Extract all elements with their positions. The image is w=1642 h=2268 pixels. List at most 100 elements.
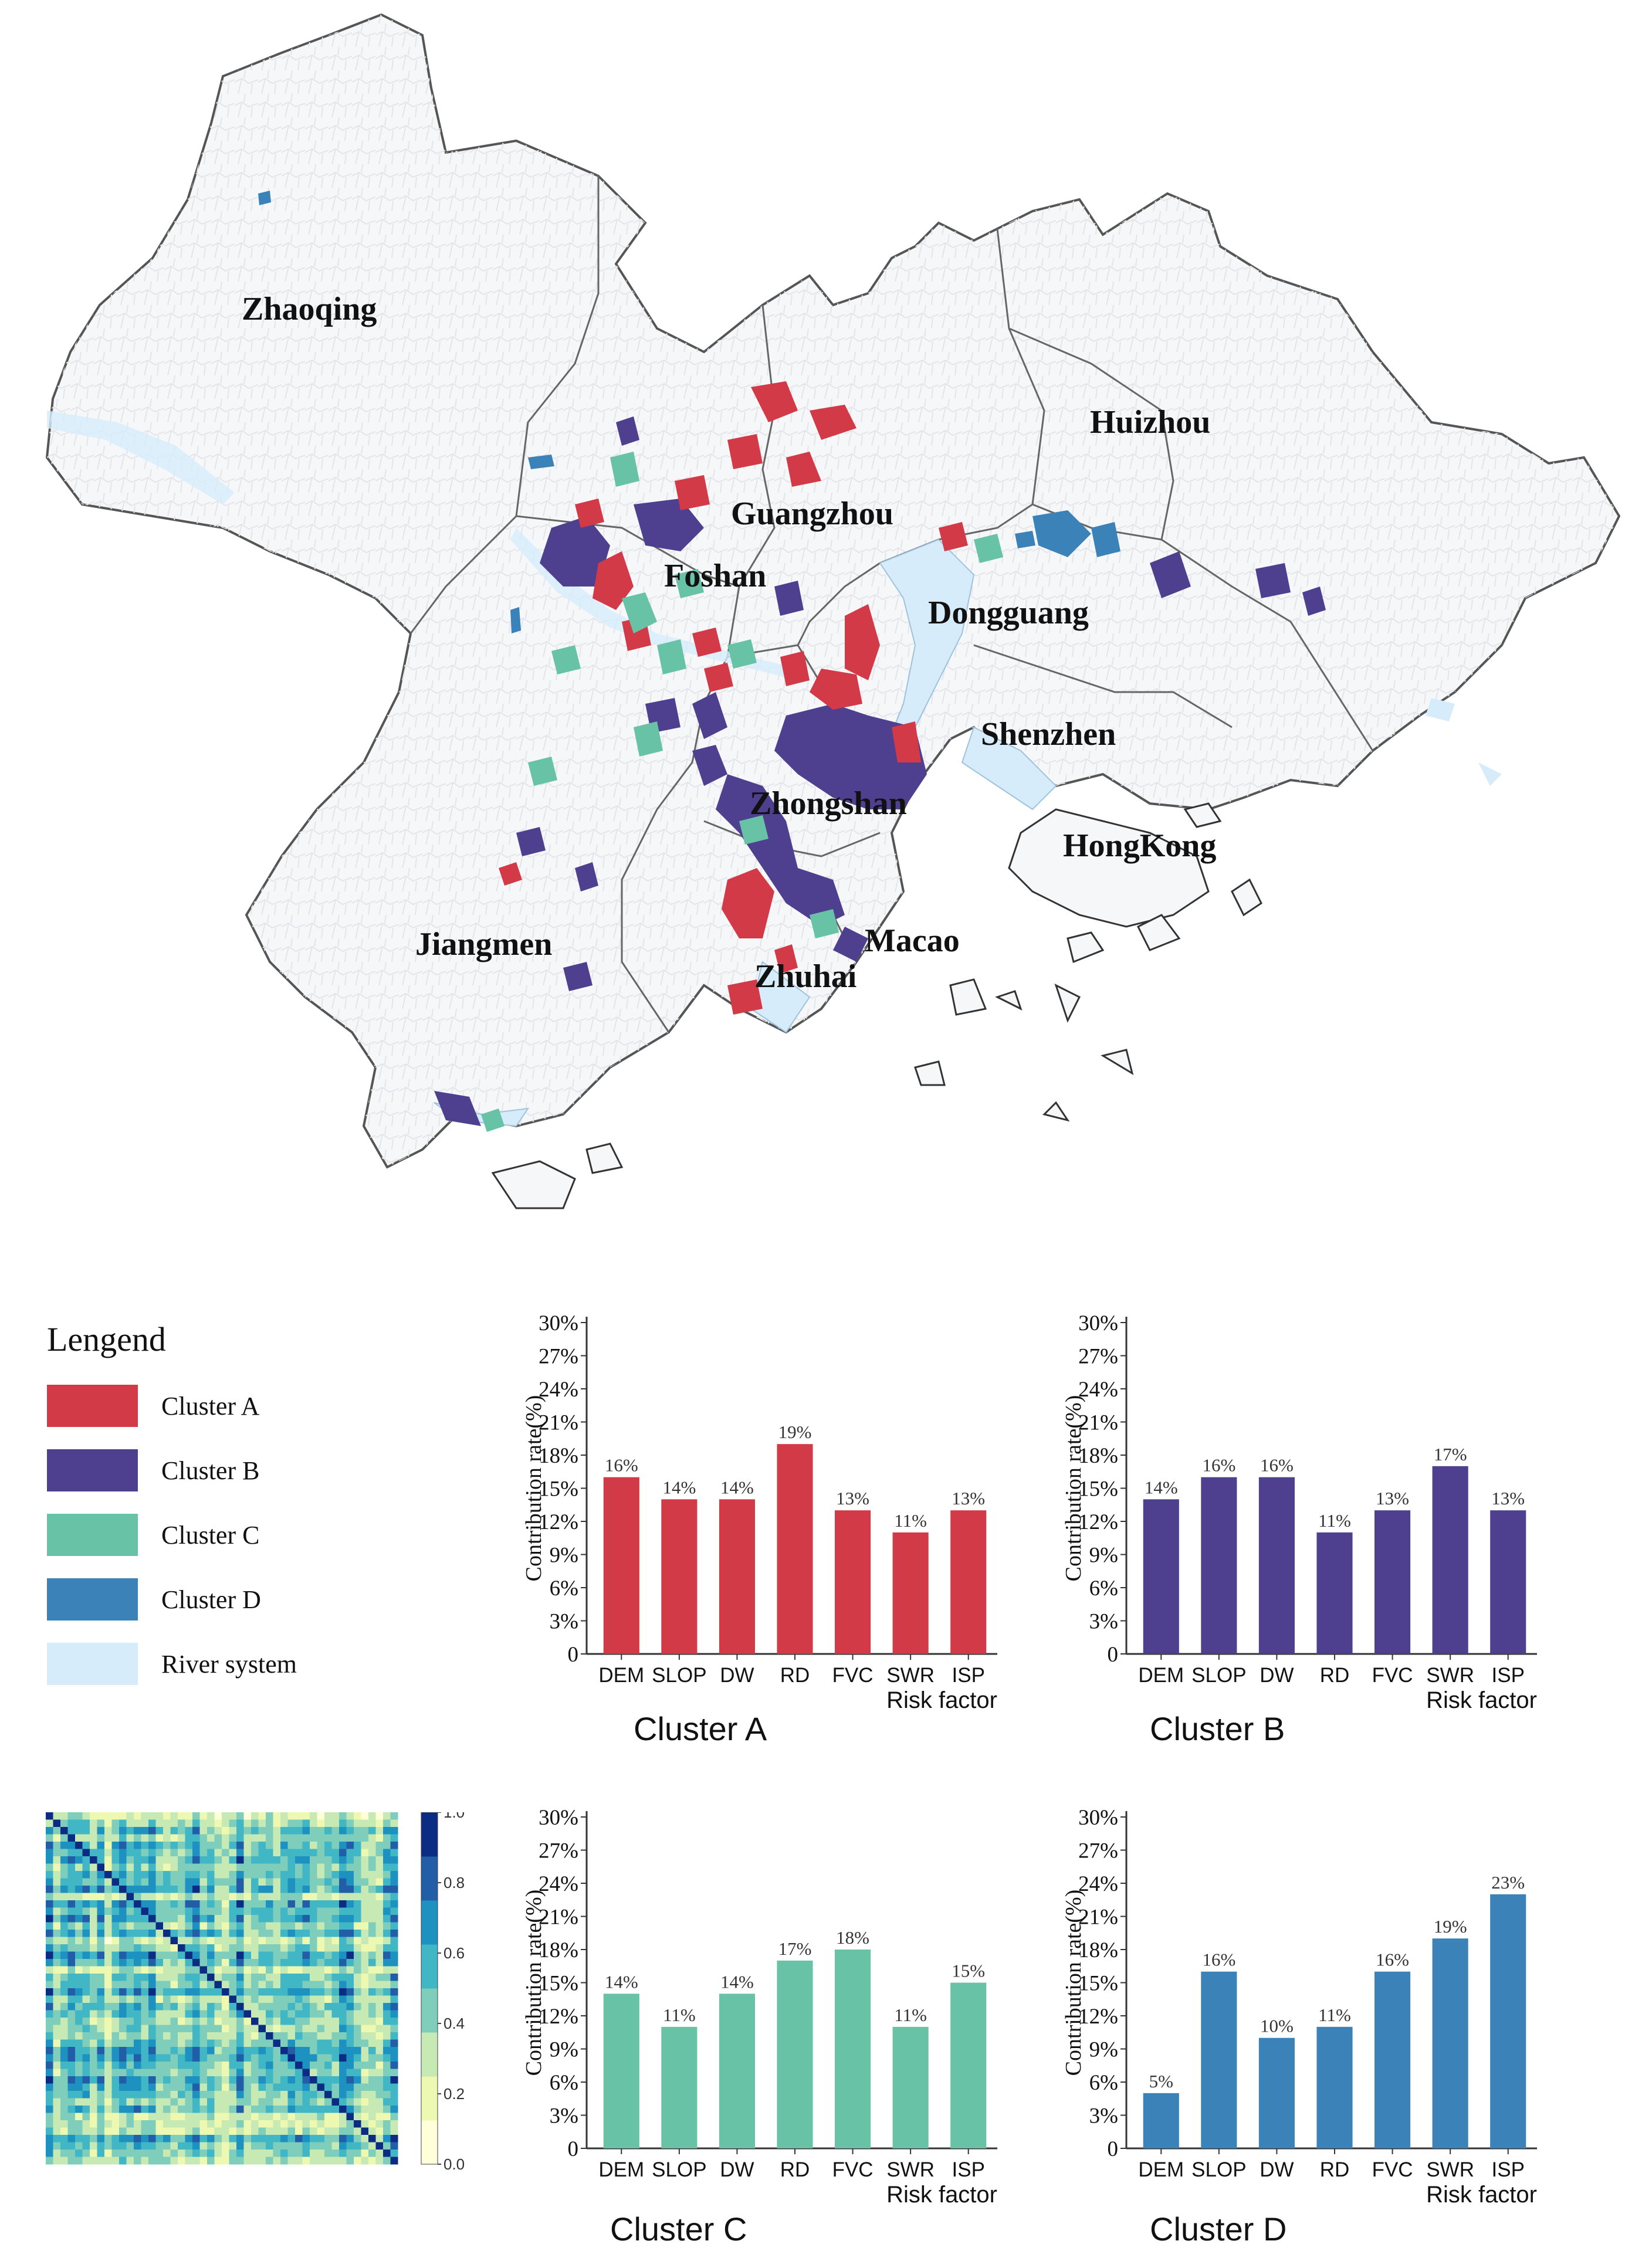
heatmap-cell	[170, 1981, 178, 1989]
heatmap-cell	[82, 1944, 90, 1952]
heatmap-cell	[317, 1907, 325, 1916]
y-axis-label: Contribution rate(%)	[1061, 1890, 1086, 2076]
heatmap-cell	[111, 1856, 120, 1864]
heatmap-cell	[75, 2098, 83, 2106]
heatmap-cell	[229, 1907, 237, 1916]
colorbar-segment	[421, 1918, 438, 1927]
heatmap-cell	[46, 1951, 53, 1960]
heatmap-cell	[207, 1988, 215, 1996]
heatmap-cell	[361, 1981, 369, 1989]
heatmap-cell	[97, 1937, 105, 1945]
heatmap-cell	[163, 2062, 171, 2069]
heatmap-cell	[214, 1930, 222, 1937]
heatmap-cell	[236, 1981, 244, 1989]
heatmap-cell	[280, 1900, 288, 1908]
y-tick-label: 6%	[550, 1577, 578, 1601]
heatmap-cell	[90, 2113, 97, 2121]
heatmap-cell	[185, 1834, 193, 1842]
heatmap-cell	[104, 2135, 112, 2142]
heatmap-cell	[317, 2003, 325, 2011]
bar	[835, 1950, 871, 2148]
heatmap-cell	[192, 1886, 200, 1893]
heatmap-cell	[126, 1856, 134, 1864]
heatmap-cell	[383, 2091, 391, 2099]
heatmap-cell	[67, 1834, 76, 1842]
heatmap-cell	[354, 2003, 361, 2011]
heatmap-cell	[339, 2003, 347, 2011]
city-label-0: Zhaoqing	[242, 291, 377, 327]
heatmap-cell	[258, 2010, 266, 2018]
heatmap-cell	[67, 1871, 76, 1879]
heatmap-cell	[97, 2113, 105, 2121]
heatmap-cell	[148, 1988, 156, 1996]
heatmap-cell	[229, 1878, 237, 1886]
heatmap-cell	[258, 2135, 266, 2142]
legend-label: River system	[161, 1649, 297, 1679]
heatmap-cell	[390, 1981, 398, 1989]
heatmap-cell	[317, 2113, 325, 2121]
heatmap-cell	[324, 2098, 332, 2106]
heatmap-cell	[339, 2076, 347, 2084]
colorbar-segment	[421, 2059, 438, 2068]
legend-label: Cluster B	[161, 1456, 260, 1485]
heatmap-cell	[280, 1937, 288, 1945]
heatmap-cell	[251, 1886, 259, 1893]
heatmap-cell	[251, 2018, 259, 2025]
heatmap-cell	[266, 1834, 273, 1842]
heatmap-cell	[339, 2150, 347, 2157]
heatmap-cell	[229, 1871, 237, 1879]
heatmap-cell	[361, 1900, 369, 1908]
heatmap-cell	[222, 2062, 229, 2069]
bar	[892, 1532, 929, 1654]
heatmap-cell	[134, 1981, 141, 1989]
heatmap-cell	[199, 2069, 208, 2077]
heatmap-cell	[119, 1842, 127, 1849]
heatmap-cell	[251, 2106, 259, 2113]
heatmap-cell	[46, 2113, 53, 2121]
heatmap-cell	[222, 2150, 229, 2157]
heatmap-cell	[185, 1930, 193, 1937]
heatmap-cell	[383, 2083, 391, 2091]
heatmap-cell	[354, 1959, 361, 1967]
heatmap-cell	[67, 1995, 76, 2003]
heatmap-cell	[178, 2025, 185, 2033]
heatmap-cell	[148, 1900, 156, 1908]
heatmap-cell	[67, 1863, 76, 1872]
heatmap-cell	[375, 1937, 384, 1945]
y-tick-label: 18%	[1078, 1938, 1118, 1962]
heatmap-cell	[317, 1988, 325, 1996]
heatmap-cell	[90, 2150, 97, 2157]
heatmap-cell	[170, 2127, 178, 2135]
heatmap-cell	[126, 2039, 134, 2047]
heatmap-cell	[368, 2069, 376, 2077]
colorbar-segment	[421, 2050, 438, 2059]
heatmap-cell	[119, 1974, 127, 1981]
heatmap-cell	[375, 1856, 384, 1864]
data-label: 16%	[1202, 1455, 1235, 1476]
heatmap-cell	[310, 1930, 317, 1937]
heatmap-cell	[148, 2025, 156, 2033]
heatmap-cell	[60, 1981, 68, 1989]
heatmap-cell	[75, 1834, 83, 1842]
heatmap-cell	[222, 2157, 229, 2165]
heatmap-cell	[185, 1944, 193, 1952]
heatmap-cell	[273, 2025, 281, 2033]
heatmap-cell	[214, 1959, 222, 1967]
heatmap-cell	[346, 2018, 354, 2025]
heatmap-cell	[111, 1995, 120, 2003]
heatmap-cell	[324, 1849, 332, 1857]
heatmap-cell	[302, 1995, 310, 2003]
heatmap-cell	[155, 2018, 164, 2025]
heatmap-cell	[354, 1871, 361, 1879]
heatmap-cell	[251, 2003, 259, 2011]
heatmap-cell	[60, 2047, 68, 2055]
heatmap-cell	[229, 1886, 237, 1893]
heatmap-cell	[331, 1886, 340, 1893]
heatmap-cell	[126, 1893, 134, 1901]
heatmap-cell	[295, 1922, 303, 1930]
heatmap-cell	[383, 2018, 391, 2025]
heatmap-cell	[390, 2157, 398, 2165]
heatmap-cell	[280, 1974, 288, 1981]
heatmap-cell	[251, 2091, 259, 2099]
colorbar-segment	[421, 1979, 438, 1989]
